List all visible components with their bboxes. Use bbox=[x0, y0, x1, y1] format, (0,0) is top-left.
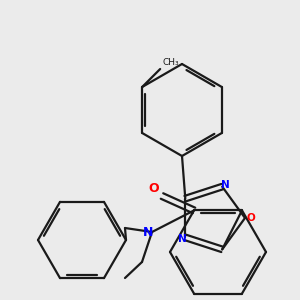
Text: N: N bbox=[178, 234, 187, 244]
Text: N: N bbox=[143, 226, 153, 238]
Text: O: O bbox=[247, 213, 255, 223]
Text: N: N bbox=[221, 180, 230, 190]
Text: CH₃: CH₃ bbox=[162, 58, 179, 67]
Text: O: O bbox=[149, 182, 159, 194]
